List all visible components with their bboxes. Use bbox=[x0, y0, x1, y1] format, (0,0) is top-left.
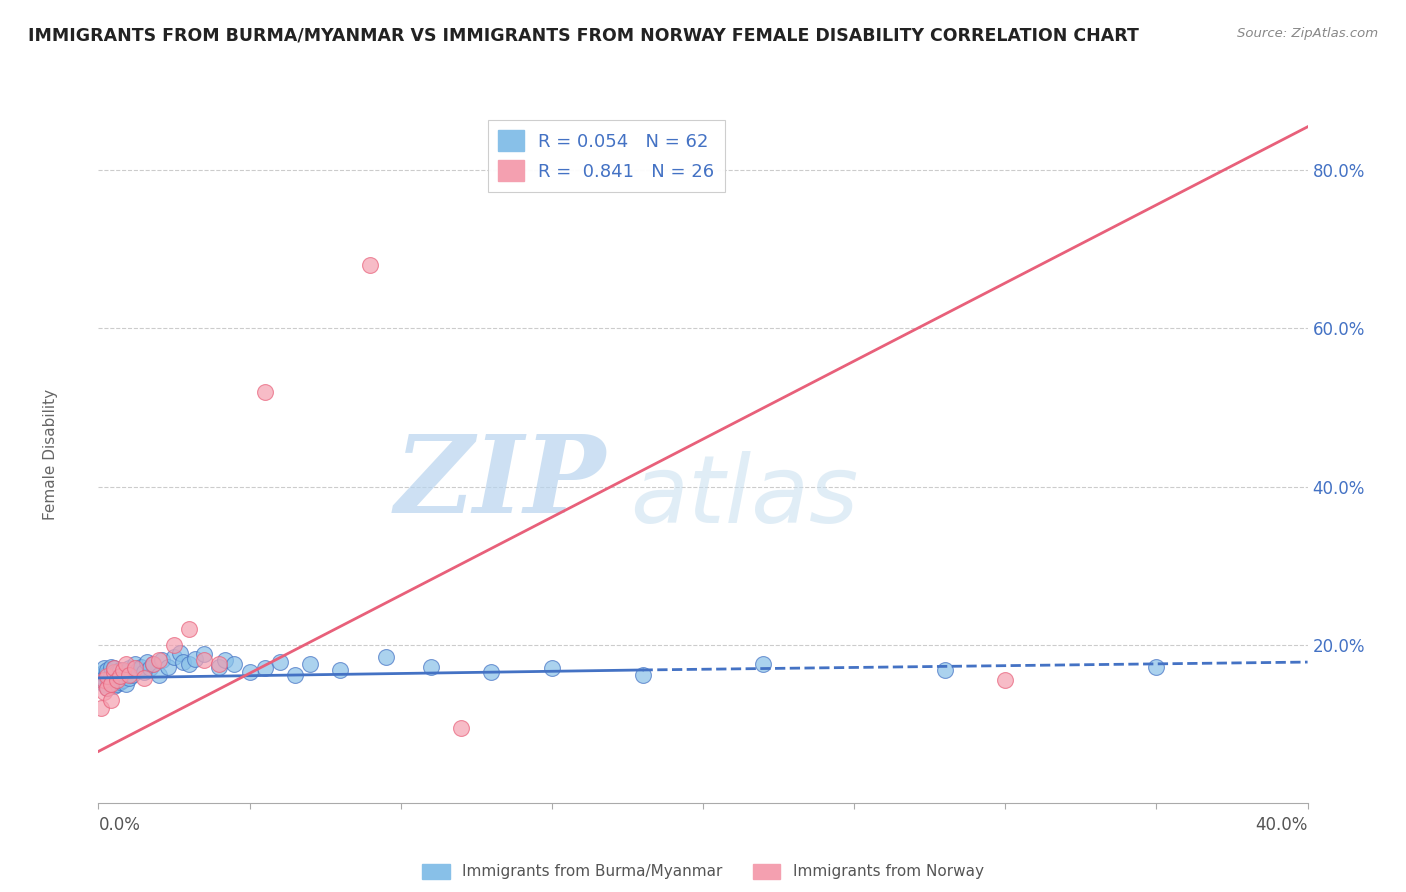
Point bbox=[142, 657, 165, 672]
Point bbox=[93, 661, 115, 675]
Point bbox=[105, 673, 128, 688]
Text: atlas: atlas bbox=[630, 451, 859, 542]
Point bbox=[90, 669, 112, 683]
Point bbox=[934, 663, 956, 677]
Point bbox=[163, 638, 186, 652]
Point bbox=[108, 663, 131, 677]
Point bbox=[124, 661, 146, 675]
Point bbox=[150, 653, 173, 667]
Point bbox=[93, 677, 115, 691]
Point bbox=[360, 258, 382, 272]
Point bbox=[208, 660, 231, 674]
Point bbox=[100, 669, 122, 683]
Legend: R = 0.054   N = 62, R =  0.841   N = 26: R = 0.054 N = 62, R = 0.841 N = 26 bbox=[488, 120, 725, 192]
Point bbox=[111, 663, 134, 677]
Point bbox=[994, 673, 1017, 688]
Point bbox=[142, 657, 165, 672]
Point bbox=[100, 693, 122, 707]
Point bbox=[118, 671, 141, 685]
Point bbox=[129, 660, 152, 674]
Point bbox=[108, 669, 131, 683]
Point bbox=[752, 657, 775, 672]
Text: IMMIGRANTS FROM BURMA/MYANMAR VS IMMIGRANTS FROM NORWAY FEMALE DISABILITY CORREL: IMMIGRANTS FROM BURMA/MYANMAR VS IMMIGRA… bbox=[28, 27, 1139, 45]
Point bbox=[105, 677, 128, 691]
Point bbox=[100, 677, 122, 691]
Point bbox=[193, 647, 215, 661]
Point bbox=[208, 657, 231, 672]
Point bbox=[103, 679, 125, 693]
Point bbox=[214, 653, 236, 667]
Point bbox=[114, 665, 136, 680]
Point bbox=[148, 667, 170, 681]
Point bbox=[93, 665, 115, 680]
Point bbox=[419, 660, 441, 674]
Point bbox=[450, 721, 472, 735]
Point bbox=[127, 663, 149, 677]
Point bbox=[139, 661, 162, 675]
Point bbox=[96, 681, 118, 695]
Point bbox=[90, 701, 112, 715]
Point bbox=[111, 667, 134, 681]
Point bbox=[124, 657, 146, 672]
Point bbox=[132, 671, 155, 685]
Point bbox=[169, 646, 191, 660]
Point bbox=[284, 667, 307, 681]
Point bbox=[481, 665, 503, 680]
Point bbox=[132, 665, 155, 680]
Point bbox=[96, 681, 118, 695]
Point bbox=[100, 660, 122, 674]
Point bbox=[93, 673, 115, 688]
Point bbox=[118, 667, 141, 681]
Point bbox=[93, 685, 115, 699]
Point bbox=[121, 667, 143, 681]
Point bbox=[374, 649, 396, 664]
Point bbox=[103, 673, 125, 688]
Point bbox=[108, 669, 131, 683]
Point bbox=[100, 675, 122, 690]
Point bbox=[299, 657, 322, 672]
Point bbox=[114, 677, 136, 691]
Point bbox=[184, 652, 207, 666]
Point bbox=[540, 661, 562, 675]
Point bbox=[239, 665, 262, 680]
Text: 0.0%: 0.0% bbox=[98, 816, 141, 834]
Point bbox=[1144, 660, 1167, 674]
Point bbox=[114, 657, 136, 672]
Point bbox=[177, 622, 201, 636]
Point bbox=[103, 661, 125, 675]
Point bbox=[177, 657, 201, 672]
Point bbox=[103, 661, 125, 675]
Point bbox=[103, 665, 125, 680]
Point bbox=[90, 673, 112, 688]
Text: ZIP: ZIP bbox=[395, 430, 606, 536]
Text: Source: ZipAtlas.com: Source: ZipAtlas.com bbox=[1237, 27, 1378, 40]
Point bbox=[253, 384, 276, 399]
Point bbox=[329, 663, 352, 677]
Point bbox=[111, 673, 134, 688]
Point bbox=[172, 655, 194, 669]
Point bbox=[96, 667, 118, 681]
Point bbox=[253, 661, 276, 675]
Text: Female Disability: Female Disability bbox=[42, 389, 58, 521]
Point bbox=[96, 669, 118, 683]
Point bbox=[269, 655, 291, 669]
Point bbox=[103, 667, 125, 681]
Point bbox=[118, 661, 141, 675]
Point bbox=[193, 653, 215, 667]
Point bbox=[148, 653, 170, 667]
Point bbox=[135, 655, 157, 669]
Point bbox=[224, 657, 246, 672]
Point bbox=[96, 663, 118, 677]
Point bbox=[105, 671, 128, 685]
Text: 40.0%: 40.0% bbox=[1256, 816, 1308, 834]
Point bbox=[163, 649, 186, 664]
Point bbox=[96, 671, 118, 685]
Point bbox=[105, 665, 128, 680]
Point bbox=[631, 667, 654, 681]
Point bbox=[156, 660, 179, 674]
Point bbox=[108, 674, 131, 689]
